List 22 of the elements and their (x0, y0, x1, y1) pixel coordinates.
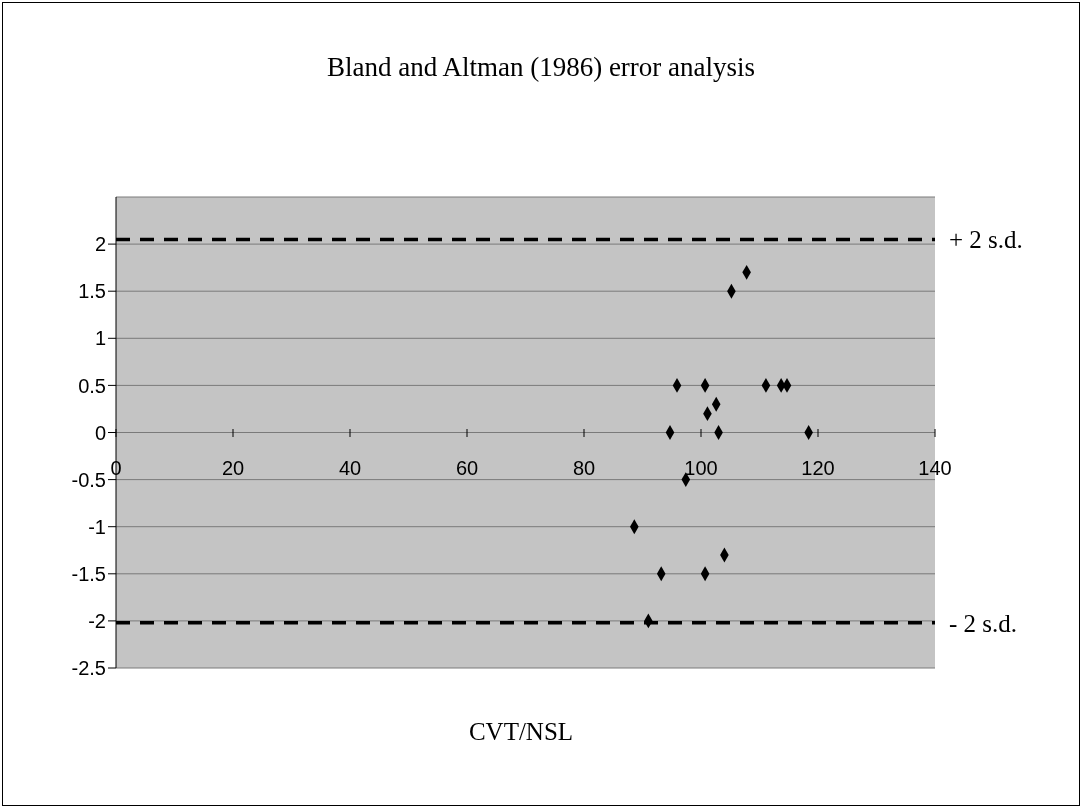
y-tick-label: 0.5 (78, 374, 106, 397)
x-tick-label: 60 (455, 457, 479, 479)
x-tick-label: 100 (684, 457, 718, 479)
ref-line-label: + 2 s.d. (949, 226, 1023, 254)
ref-line-label: - 2 s.d. (949, 609, 1018, 637)
y-tick-label: -2.5 (71, 657, 106, 680)
y-tick-label: -1.5 (71, 562, 106, 585)
x-tick-label: 120 (801, 457, 835, 479)
y-tick-label: 1.5 (78, 280, 106, 303)
y-tick-label: -2 (88, 610, 106, 632)
y-tick-label: -0.5 (71, 468, 106, 491)
y-tick-label: -1 (88, 515, 106, 538)
x-tick-label: 40 (338, 457, 362, 479)
y-tick-label: 1 (94, 327, 106, 350)
x-tick-label: 80 (572, 457, 596, 479)
y-tick-label: 0 (94, 421, 106, 444)
y-tick-label: 2 (94, 233, 106, 256)
x-tick-label: 0 (110, 457, 122, 479)
chart-title: Bland and Altman (1986) error analysis (325, 52, 757, 83)
x-tick-label: 140 (918, 457, 952, 479)
x-tick-label: 20 (221, 457, 245, 479)
x-axis-title: CVT/NSL (467, 718, 575, 746)
